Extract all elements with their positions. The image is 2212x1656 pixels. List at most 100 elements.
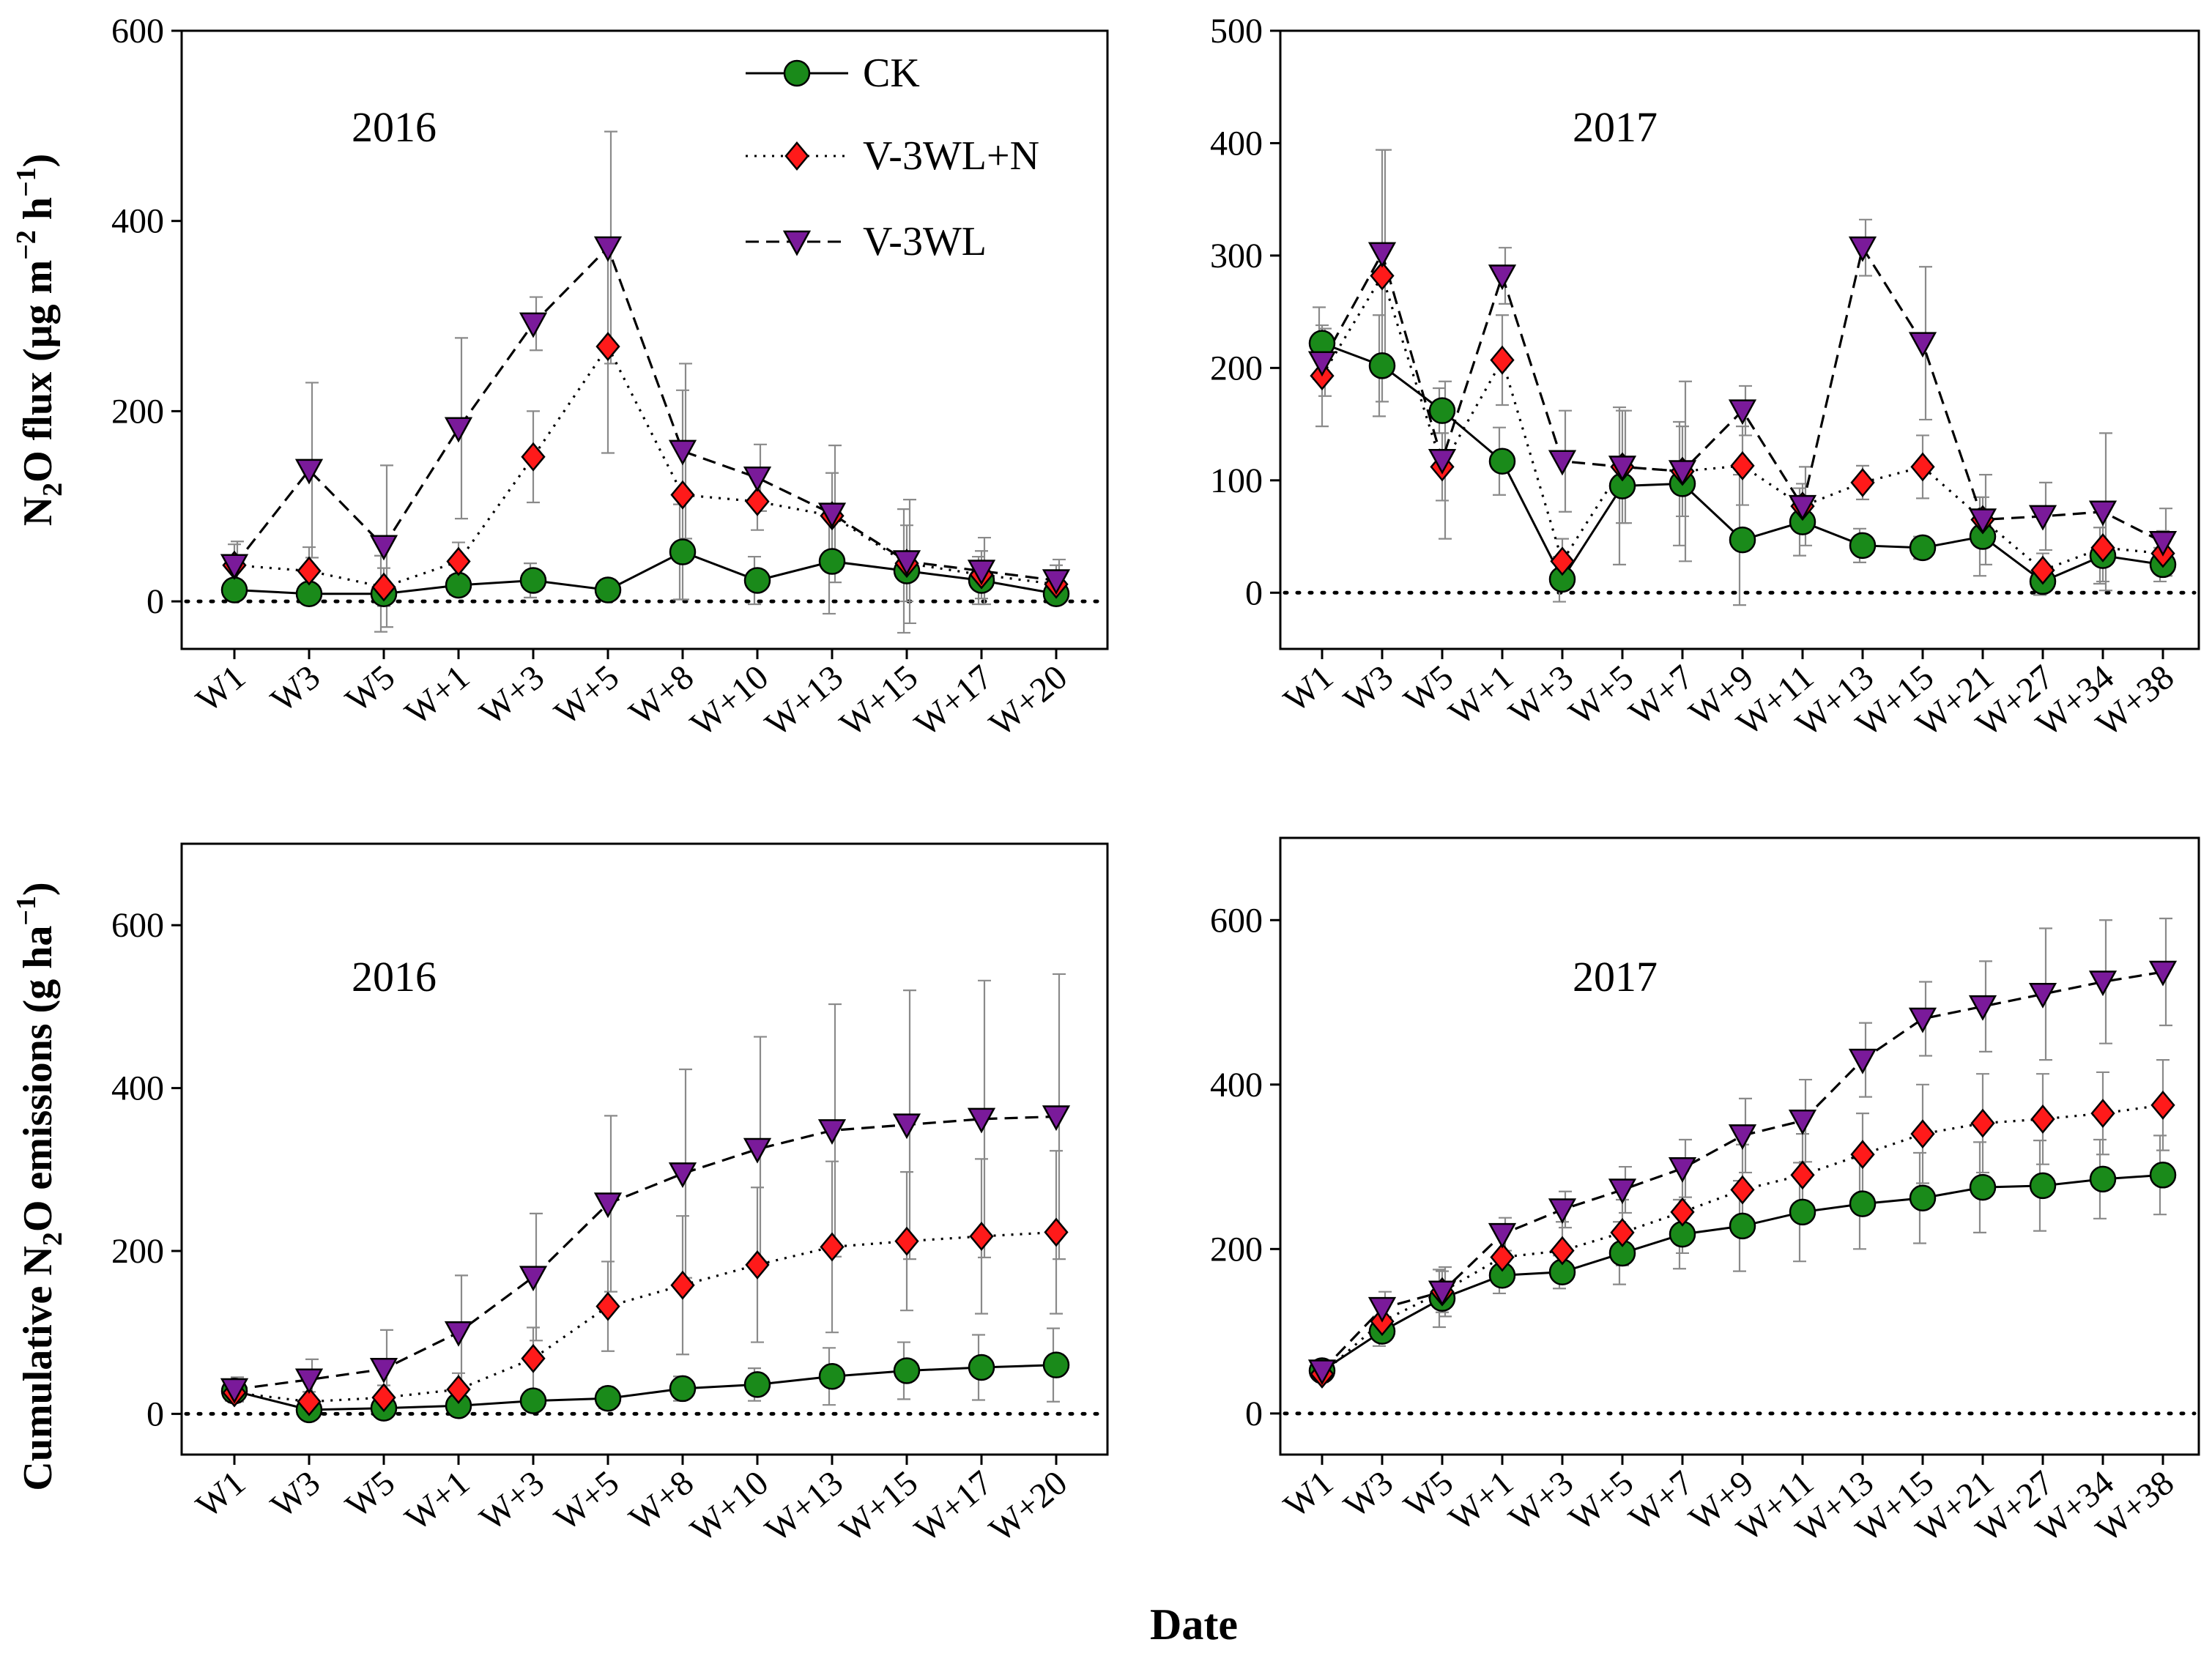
legend-item-v3wl-n: V-3WL+N: [746, 133, 1039, 179]
series-line-v-3wl: [234, 1115, 1057, 1391]
plot-frame: [1279, 29, 2200, 650]
data-point-ck: [1368, 352, 1396, 379]
data-point-v-3wl: [1848, 236, 1877, 262]
data-point-v-3wl: [1428, 1280, 1457, 1307]
data-point-v-3wl: [1968, 508, 1997, 535]
data-point-v-3wl-n: [745, 1250, 770, 1280]
data-point-ck: [1729, 526, 1756, 554]
data-point-v-3wl-n: [2030, 555, 2055, 585]
data-point-ck: [669, 538, 697, 565]
data-point-ck: [1969, 1173, 1997, 1201]
x-tick-label: W+3: [1502, 1463, 1581, 1539]
plot-frame: [1279, 836, 2200, 1456]
data-point-v-3wl-n: [595, 332, 620, 362]
ylabel-subscript: 2: [37, 483, 68, 497]
panel-year-label: 2017: [1573, 953, 1658, 1000]
x-tick-label: W5: [338, 1463, 402, 1526]
x-axis-title: Date: [1150, 1600, 1238, 1649]
data-point-ck: [743, 567, 771, 594]
x-tick-label: W+5: [547, 1463, 626, 1539]
plot-frame: [180, 29, 1109, 650]
data-point-v-3wl: [444, 417, 473, 443]
data-point-ck: [2149, 1162, 2177, 1189]
y-tick-label: 0: [1245, 573, 1263, 612]
x-tick-label: W+17: [908, 658, 1000, 744]
ylabel-part: μg m: [15, 260, 61, 348]
y-axis-title-flux: N2O flux (μg m−2 h−1): [11, 154, 68, 527]
x-tick-label: W5: [338, 658, 402, 720]
data-point-v-3wl: [668, 1162, 697, 1188]
x-tick-label: W+13: [758, 1463, 850, 1550]
data-point-v-3wl: [1788, 494, 1817, 521]
data-point-ck: [669, 1375, 697, 1403]
data-point-v-3wl: [1548, 1198, 1577, 1225]
data-point-v-3wl-n: [371, 1383, 396, 1413]
data-point-v-3wl-n: [820, 1232, 845, 1262]
x-tick-label: W+10: [683, 658, 776, 744]
y-tick-label: 600: [111, 906, 164, 945]
data-point-v-3wl: [369, 1357, 398, 1384]
x-tick-label: W+1: [398, 1463, 477, 1539]
data-point-v-3wl: [817, 502, 847, 529]
data-point-v-3wl-n: [1730, 1175, 1755, 1205]
y-tick-label: 600: [111, 12, 164, 51]
data-point-v-3wl-n: [1044, 1217, 1069, 1247]
data-point-ck: [594, 576, 622, 604]
data-point-v-3wl: [1668, 1157, 1697, 1183]
data-point-v-3wl-n: [670, 480, 695, 510]
x-tick-label: W1: [1277, 1463, 1340, 1526]
data-point-ck: [519, 567, 547, 594]
data-point-v-3wl-n: [297, 556, 322, 586]
data-point-v-3wl: [1428, 448, 1457, 475]
data-point-v-3wl: [1488, 1222, 1517, 1249]
x-tick-label: W+5: [1562, 1463, 1641, 1539]
data-point-v-3wl: [220, 554, 249, 580]
data-point-v-3wl: [1042, 569, 1071, 595]
y-tick-label: 400: [1210, 124, 1263, 163]
data-point-v-3wl-n: [1970, 1108, 1995, 1138]
data-point-v-3wl: [1728, 1124, 1757, 1151]
data-point-v-3wl: [519, 1266, 548, 1292]
data-point-v-3wl-n: [2150, 1090, 2175, 1120]
data-point-v-3wl: [294, 1368, 324, 1395]
series-line-v-3wl: [233, 245, 1057, 582]
y-axis-title-cumulative: Cumulative N2O emissions (g ha−1): [11, 882, 68, 1490]
panel-flux-2017: 2017 0100200300400500W1W3W5W+1W+3W+5W+7W…: [1210, 12, 2200, 744]
data-point-v-3wl-n: [894, 1226, 919, 1256]
data-point-v-3wl-n: [1550, 546, 1575, 576]
x-tick-label: W+17: [908, 1463, 1000, 1550]
ylabel-superscript: −2: [11, 230, 42, 260]
x-tick-label: W3: [1337, 1463, 1400, 1526]
x-tick-label: W+20: [982, 658, 1075, 744]
data-point-ck: [1488, 448, 1516, 475]
data-point-v-3wl-n: [670, 1270, 695, 1300]
y-tick-label: 0: [1245, 1395, 1263, 1433]
legend-item-v3wl: V-3WL: [746, 219, 987, 264]
ylabel-part: h: [15, 197, 61, 230]
data-point-v-3wl: [743, 1137, 772, 1164]
legend-marker-shape: [784, 141, 809, 171]
data-point-v-3wl-n: [297, 1386, 322, 1416]
y-tick-label: 200: [1210, 1230, 1263, 1269]
legend-label-v3wl-n: V-3WL+N: [863, 133, 1039, 179]
ylabel-part: N: [15, 497, 61, 526]
data-point-v-3wl-n: [521, 1343, 546, 1373]
ylabel-superscript: −1: [11, 896, 42, 926]
data-point-ck: [968, 1354, 995, 1381]
x-tick-label: W+1: [1441, 1463, 1521, 1539]
data-point-v-3wl: [1968, 995, 1997, 1021]
y-tick-label: 200: [111, 1232, 164, 1271]
legend-marker-v3wl-n: [784, 141, 809, 171]
data-point-ck: [220, 576, 248, 604]
data-point-v-3wl: [817, 1119, 847, 1146]
data-point-v-3wl-n: [1550, 1236, 1575, 1266]
data-point-ck: [445, 571, 472, 599]
data-point-v-3wl: [220, 1378, 249, 1404]
panel-year-label: 2017: [1573, 103, 1658, 151]
data-point-v-3wl-n: [446, 1375, 471, 1404]
data-point-ck: [743, 1371, 771, 1398]
data-point-v-3wl: [1728, 399, 1757, 426]
x-tick-label: W3: [1337, 658, 1400, 720]
x-tick-label: W+20: [982, 1463, 1075, 1550]
ylabel-part: ): [15, 154, 61, 168]
